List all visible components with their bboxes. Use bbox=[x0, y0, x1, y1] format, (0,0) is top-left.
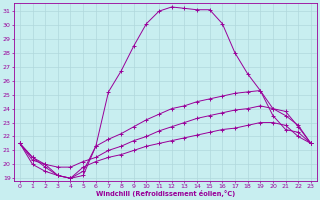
X-axis label: Windchill (Refroidissement éolien,°C): Windchill (Refroidissement éolien,°C) bbox=[96, 190, 235, 197]
